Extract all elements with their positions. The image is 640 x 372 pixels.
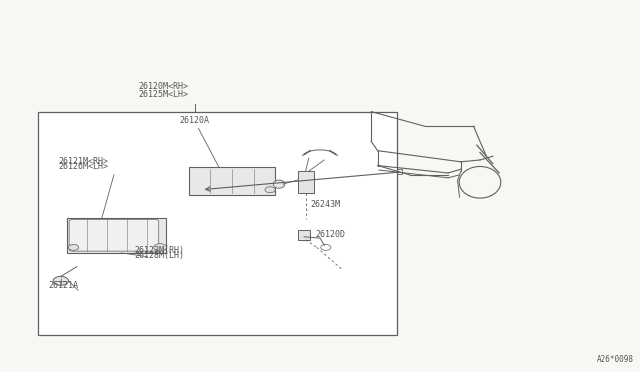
Bar [189,167,275,195]
Text: 26120A: 26120A [179,116,209,125]
Bar [298,171,314,193]
Bar [38,112,397,335]
Bar [383,169,402,174]
Text: 26121A: 26121A [48,281,78,290]
Circle shape [53,276,68,285]
Text: A26*0098: A26*0098 [596,355,634,364]
Text: 26121M<RH>: 26121M<RH> [59,157,109,166]
Circle shape [68,244,79,250]
Bar [67,218,166,253]
Text: 26120D: 26120D [316,230,346,239]
Text: 26120M<RH>: 26120M<RH> [138,82,188,91]
Text: 26126M<LH>: 26126M<LH> [59,162,109,171]
Text: 26243M: 26243M [310,200,340,209]
FancyBboxPatch shape [69,219,159,251]
Circle shape [154,244,166,251]
Ellipse shape [273,180,285,188]
Text: 26123M(RH): 26123M(RH) [134,246,184,255]
Circle shape [265,187,275,193]
Text: 26128M(LH): 26128M(LH) [134,251,184,260]
Bar [298,230,310,240]
Text: 26125M<LH>: 26125M<LH> [138,90,188,99]
